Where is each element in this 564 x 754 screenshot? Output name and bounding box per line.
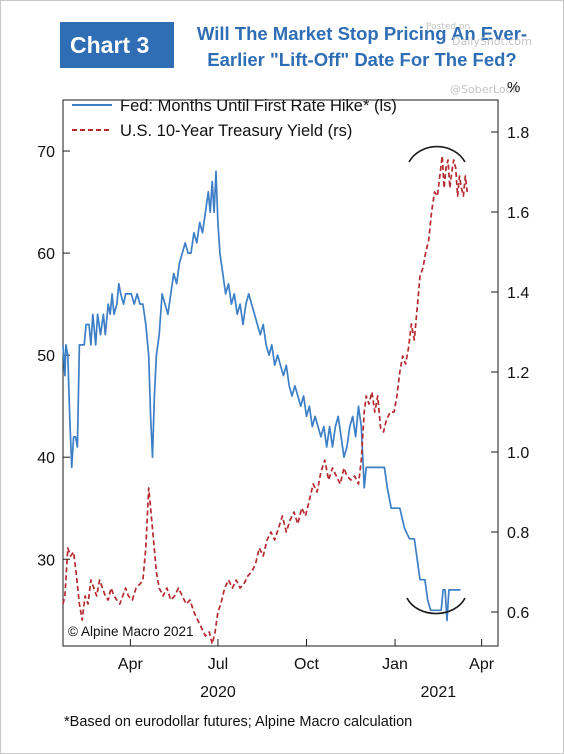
right-tick-label: 1.2 — [507, 365, 529, 382]
left-tick-label: 60 — [37, 246, 55, 263]
x-tick-label: Apr — [118, 656, 144, 673]
x-axis: Apr Jul Oct Jan Apr 2020 2021 — [118, 639, 495, 701]
legend-treasury-label: U.S. 10-Year Treasury Yield (rs) — [120, 122, 352, 140]
fed-months-series-line — [62, 170, 461, 622]
watermark-handle: @SoberLook — [450, 83, 519, 96]
plot-area-border — [62, 99, 499, 647]
left-tick-label: 30 — [37, 552, 55, 569]
chart-number-badge: Chart 3 — [60, 22, 174, 68]
highlight-arc-top — [408, 145, 466, 163]
footnote: *Based on eurodollar futures; Alpine Mac… — [64, 714, 413, 730]
right-tick-label: 1.8 — [507, 125, 529, 142]
x-tick-label: Apr — [469, 656, 495, 673]
right-tick-label: 0.8 — [507, 525, 529, 542]
left-axis: 30 40 50 60 70 — [37, 144, 70, 569]
right-tick-label: 1.6 — [507, 205, 529, 222]
left-tick-label: 40 — [37, 450, 55, 467]
watermark-site: DailyShot.com — [452, 35, 532, 48]
x-tick-label: Oct — [294, 656, 319, 673]
chart-title: Will The Market Stop Pricing An Ever-Ear… — [196, 23, 528, 70]
year-label: 2021 — [421, 684, 457, 701]
left-tick-label: 70 — [37, 144, 55, 161]
right-tick-label: 1.0 — [507, 445, 529, 462]
x-tick-label: Jan — [382, 656, 408, 673]
year-label: 2020 — [200, 684, 236, 701]
watermark-posted: Posted on — [426, 22, 471, 32]
legend: Fed: Months Until First Rate Hike* (ls) … — [72, 97, 397, 140]
right-tick-label: 1.4 — [507, 285, 529, 302]
legend-fed-label: Fed: Months Until First Rate Hike* (ls) — [120, 97, 397, 115]
right-axis: 0.6 0.8 1.0 1.2 1.4 1.6 1.8 — [491, 125, 529, 622]
x-tick-label: Jul — [208, 656, 228, 673]
treasury-yield-series-line — [62, 155, 469, 645]
copyright-label: © Alpine Macro 2021 — [68, 624, 194, 639]
left-tick-label: 50 — [37, 348, 55, 365]
right-tick-label: 0.6 — [507, 605, 529, 622]
right-axis-unit: % — [507, 79, 520, 96]
highlight-arc-bottom — [406, 597, 466, 615]
